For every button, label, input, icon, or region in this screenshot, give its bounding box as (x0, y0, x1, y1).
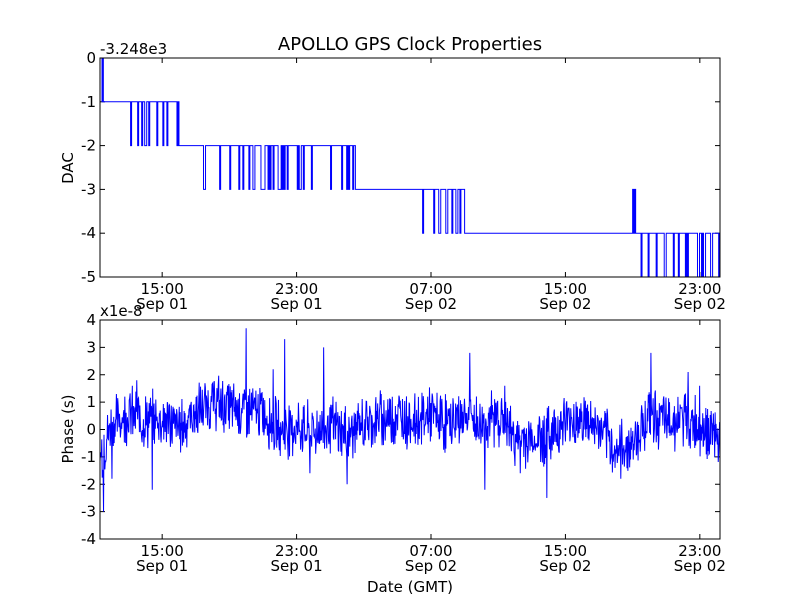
phase-ytick-label: 2 (86, 366, 96, 384)
phase-xtick-date: Sep 01 (271, 557, 323, 575)
dac-ytick-label: -1 (81, 93, 96, 111)
phase-xtick-date: Sep 02 (405, 557, 457, 575)
phase-series-line (100, 328, 720, 512)
phase-ytick-label: 0 (86, 421, 96, 439)
phase-xtick-date: Sep 02 (539, 557, 591, 575)
dac-offset-text: -3.248e3 (100, 40, 167, 58)
dac-series-line (100, 58, 720, 277)
phase-xtick-time: 23:00 (275, 542, 318, 560)
chart-title: APOLLO GPS Clock Properties (278, 34, 542, 55)
phase-axis-label: Phase (s) (59, 394, 77, 463)
phase-plot-frame (99, 319, 721, 540)
phase-offset-text: x1e-8 (100, 302, 143, 320)
phase-ytick-label: -3 (81, 503, 96, 521)
dac-xtick-time: 23:00 (275, 280, 318, 298)
dac-xtick-time: 23:00 (678, 280, 721, 298)
phase-ytick-label: 4 (86, 311, 96, 329)
phase-xtick-date: Sep 01 (136, 557, 188, 575)
phase-ytick-label: -4 (81, 530, 96, 548)
phase-xtick-time: 23:00 (678, 542, 721, 560)
dac-ytick-label: -3 (81, 180, 96, 198)
dac-xtick-date: Sep 02 (405, 295, 457, 313)
dac-ytick-label: 0 (86, 49, 96, 67)
dac-xtick-date: Sep 02 (674, 295, 726, 313)
dac-xtick-date: Sep 01 (271, 295, 323, 313)
dac-axis-label: DAC (59, 152, 77, 184)
dac-ytick-label: -5 (81, 268, 96, 286)
phase-ytick-label: -2 (81, 475, 96, 493)
phase-xtick-time: 07:00 (409, 542, 452, 560)
dac-xtick-time: 15:00 (141, 280, 184, 298)
dac-xtick-time: 07:00 (409, 280, 452, 298)
dac-xtick-date: Sep 02 (539, 295, 591, 313)
dac-plot-frame (99, 57, 721, 278)
dac-ytick-label: -2 (81, 137, 96, 155)
phase-ytick-label: 3 (86, 338, 96, 356)
phase-ytick-label: 1 (86, 393, 96, 411)
dac-xtick-time: 15:00 (544, 280, 587, 298)
dac-xtick-date: Sep 01 (136, 295, 188, 313)
phase-ytick-label: -1 (81, 448, 96, 466)
dac-ytick-label: -4 (81, 224, 96, 242)
date-axis-label: Date (GMT) (367, 578, 453, 596)
phase-xtick-time: 15:00 (141, 542, 184, 560)
phase-xtick-date: Sep 02 (674, 557, 726, 575)
phase-xtick-time: 15:00 (544, 542, 587, 560)
